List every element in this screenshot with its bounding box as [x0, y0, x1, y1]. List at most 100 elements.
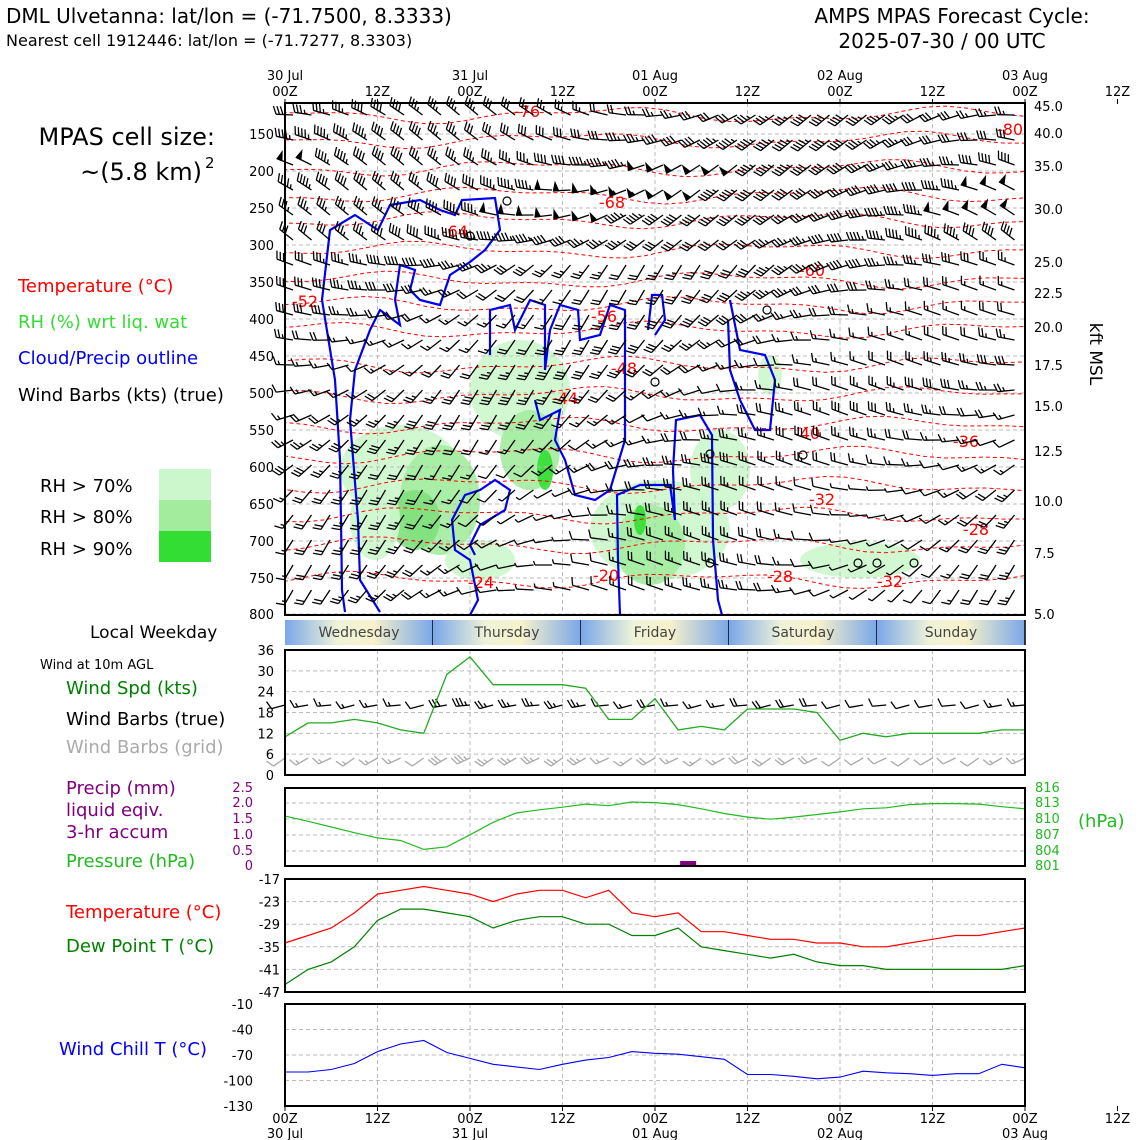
- barb-flag: [553, 352, 563, 356]
- wind-barb: [641, 108, 664, 118]
- barb-flag: [624, 106, 629, 115]
- barb-flag: [406, 523, 416, 527]
- barb-flag: [874, 207, 880, 216]
- temperature-contour-label: -20: [593, 566, 619, 585]
- wind-barb: [788, 286, 812, 297]
- wind-barb: [365, 414, 386, 428]
- wind-barb: [975, 381, 997, 391]
- barb-half-flag: [303, 109, 306, 115]
- barb-half-flag: [945, 547, 950, 551]
- barb-flag: [589, 375, 598, 380]
- barb-flag: [696, 364, 704, 372]
- barb-flag: [720, 500, 722, 510]
- wind-barb: [881, 137, 904, 148]
- wind-barb: [426, 171, 442, 191]
- barb-flag: [302, 176, 306, 185]
- wind-barb: [997, 150, 1015, 166]
- barb-flag: [721, 428, 725, 438]
- barb-flag: [518, 97, 522, 106]
- barb-flag: [700, 452, 703, 462]
- windchill-tick: -130: [223, 1100, 253, 1115]
- top-hour-label: 00Z: [827, 85, 853, 100]
- wind-barb: [678, 136, 701, 148]
- wind-barb: [441, 227, 460, 241]
- wind-barb: [701, 551, 719, 566]
- barb-flag: [481, 121, 486, 131]
- wind-barb: [959, 564, 979, 580]
- barb-half-flag: [611, 532, 614, 538]
- barb-flag: [659, 139, 667, 147]
- barb-flag: [703, 241, 711, 247]
- wind-barb: [606, 505, 627, 516]
- barb-staff: [370, 364, 386, 374]
- barb-half-flag: [514, 562, 518, 567]
- barb-flag: [847, 304, 851, 314]
- barb-flag: [411, 123, 416, 132]
- wind-barb: [788, 236, 812, 247]
- barb-flag: [388, 474, 398, 478]
- barb-flag: [807, 286, 814, 295]
- barb-flag: [573, 238, 581, 246]
- barb-flag: [1008, 227, 1013, 237]
- wind-barb: [770, 584, 793, 594]
- barb-flag: [351, 549, 361, 553]
- wind-barb: [345, 307, 368, 317]
- barb-half-flag: [446, 522, 451, 526]
- wind-barb: [310, 304, 331, 316]
- barb-flag: [457, 522, 466, 528]
- barb-flag: [482, 396, 492, 400]
- barb-staff: [519, 264, 534, 277]
- barb-half-flag: [749, 164, 754, 168]
- barb-flag: [452, 203, 455, 213]
- barb-flag: [554, 236, 562, 245]
- barb-staff: [319, 489, 331, 505]
- bottom-date-label: 03 Aug: [1002, 1127, 1048, 1140]
- barb-flag: [834, 377, 836, 386]
- barb-flag: [571, 376, 580, 380]
- barb-flag: [379, 227, 383, 237]
- barb-flag: [649, 551, 651, 561]
- barb-flag: [733, 359, 740, 368]
- wind-barb: [658, 757, 679, 765]
- wind-barb: [717, 579, 738, 591]
- barb-staff: [313, 285, 331, 291]
- wind-barb: [497, 176, 516, 191]
- wind-barb: [400, 339, 423, 350]
- barb-half-flag: [838, 189, 843, 194]
- temperature-contour-label: -32: [877, 572, 903, 591]
- wind-barb: [848, 426, 867, 441]
- barb-flag: [404, 285, 410, 294]
- barb-flag: [627, 277, 637, 281]
- barb-staff: [683, 389, 701, 396]
- barb-staff: [757, 483, 775, 491]
- wind-barb: [531, 264, 553, 278]
- barb-flag: [678, 409, 684, 418]
- barb-flag: [705, 699, 712, 708]
- barb-flag: [558, 235, 565, 243]
- barb-half-flag: [894, 163, 898, 168]
- barb-half-flag: [307, 134, 310, 140]
- barb-half-flag: [928, 409, 932, 414]
- barb-flag: [419, 591, 427, 599]
- wind-barb: [297, 220, 312, 241]
- wind-barb: [865, 514, 886, 519]
- barb-flag: [734, 220, 743, 226]
- barb-half-flag: [892, 408, 895, 413]
- wind-barb: [515, 489, 534, 501]
- barb-half-flag: [493, 184, 495, 189]
- barb-flag: [742, 189, 751, 195]
- wind-barb: [455, 261, 479, 272]
- barb-half-flag: [908, 306, 910, 311]
- wind-barb: [571, 576, 590, 591]
- wind-barb: [347, 589, 368, 604]
- barb-flag: [703, 316, 712, 323]
- barb-flag: [856, 403, 858, 412]
- wind-barb: [609, 575, 627, 591]
- barb-flag: [559, 128, 562, 138]
- barb-flag: [517, 349, 527, 353]
- barb-flag: [810, 213, 818, 221]
- wind-barb: [605, 389, 627, 402]
- wind-barb: [370, 222, 386, 241]
- wind-barb: [664, 550, 682, 566]
- barb-flag: [913, 699, 920, 708]
